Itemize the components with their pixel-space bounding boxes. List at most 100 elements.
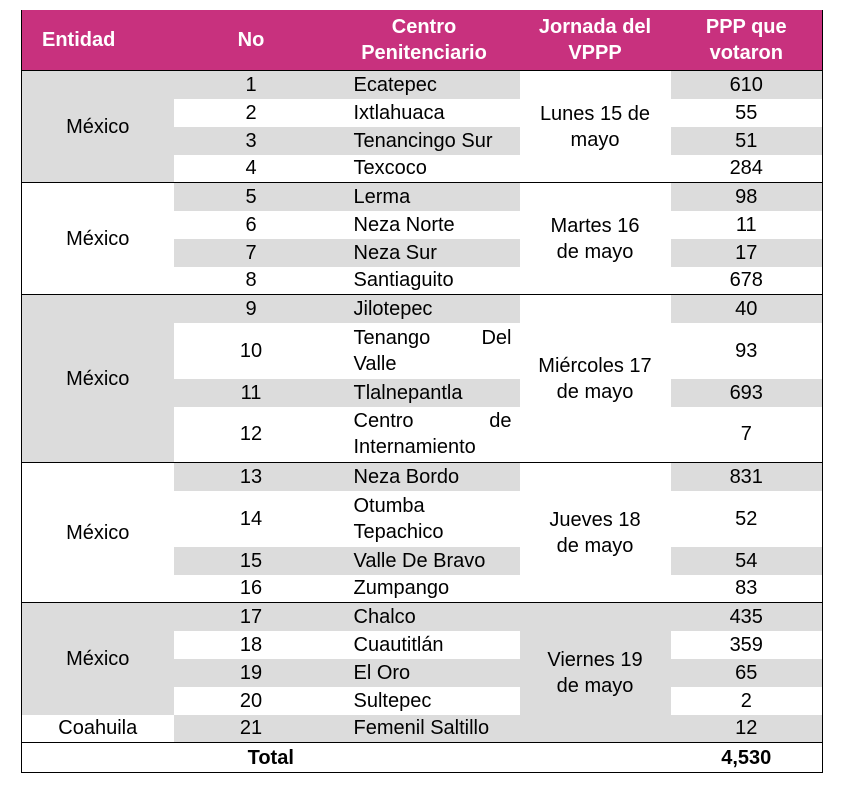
centro-cell: Ixtlahuaca [328, 98, 520, 127]
header-ppp: PPP que votaron [670, 10, 823, 71]
table-row: México 5 Lerma Martes 16 de mayo 98 [21, 182, 823, 295]
table-row: México 1 Ecatepec Lunes 15 de mayo 610 [21, 70, 823, 183]
header-row: Entidad No Centro Penitenciario Jornada d… [21, 10, 823, 71]
no-cell: 10 [173, 322, 329, 379]
no-cell: 1 [173, 70, 329, 99]
ppp-cell: 65 [670, 658, 823, 687]
table-row: 4 Texcoco 284 [22, 154, 823, 183]
no-cell: 6 [173, 210, 329, 239]
no-cell: 19 [173, 658, 329, 687]
ppp-cell: 52 [670, 490, 823, 547]
table-row: México 13 Neza Bordo Jueves 18 de mayo 83… [21, 462, 823, 603]
no-cell: 5 [173, 182, 329, 211]
no-cell: 12 [173, 406, 329, 463]
ppp-cell: 693 [670, 378, 823, 407]
header-no: No [173, 10, 329, 71]
table-row: México 9 Jilotepec Miércoles 17 de mayo 4… [21, 294, 823, 463]
jornada-cell: Martes 16 de mayo [519, 182, 671, 295]
total-spacer [519, 742, 671, 773]
table-row: 16 Zumpango 83 [22, 574, 823, 603]
total-value: 4,530 [670, 742, 823, 773]
entidad-cell: México [21, 462, 174, 603]
total-row: Total 4,530 [21, 742, 823, 773]
centro-cell: Neza Bordo [328, 462, 520, 491]
table-row: Coahuila 21 Femenil Saltillo 12 [21, 714, 823, 743]
ppp-cell: 2 [670, 686, 823, 715]
entidad-cell: México [21, 182, 174, 295]
table-row: 7 Neza Sur 17 [22, 238, 823, 267]
ppp-cell: 831 [670, 462, 823, 491]
ppp-cell: 17 [670, 238, 823, 267]
centro-cell: Neza Norte [328, 210, 520, 239]
ppp-cell: 55 [670, 98, 823, 127]
no-cell: 4 [173, 154, 329, 183]
centro-cell: Tenancingo Sur [328, 126, 520, 155]
table-row: 8 Santiaguito 678 [22, 266, 823, 295]
centro-cell: Tenango Del Valle [328, 322, 520, 379]
jornada-cell: Miércoles 17 de mayo [519, 294, 671, 463]
table-row: 6 Neza Norte 11 [22, 210, 823, 239]
no-cell: 20 [173, 686, 329, 715]
ppp-cell: 83 [670, 574, 823, 603]
table-row: 19 El Oro 65 [22, 658, 823, 687]
header-entidad: Entidad [21, 10, 174, 71]
total-label: Total [21, 742, 520, 773]
ppp-cell: 610 [670, 70, 823, 99]
ppp-cell: 98 [670, 182, 823, 211]
no-cell: 21 [173, 714, 329, 743]
no-cell: 17 [173, 602, 329, 631]
centro-cell: El Oro [328, 658, 520, 687]
table-row: 10 Tenango Del Valle 93 [22, 322, 823, 379]
centro-cell: Neza Sur [328, 238, 520, 267]
entidad-cell: México [21, 70, 174, 183]
centro-cell: Ecatepec [328, 70, 520, 99]
ppp-cell: 51 [670, 126, 823, 155]
no-cell: 13 [173, 462, 329, 491]
ppp-cell: 678 [670, 266, 823, 295]
centro-cell: Santiaguito [328, 266, 520, 295]
ppp-cell: 7 [670, 406, 823, 463]
no-cell: 3 [173, 126, 329, 155]
table-row: 12 Centro de Internamiento 7 [22, 406, 823, 463]
ppp-cell: 12 [670, 714, 823, 743]
ppp-cell: 359 [670, 630, 823, 659]
ppp-cell: 93 [670, 322, 823, 379]
table-row: 2 Ixtlahuaca 55 [22, 98, 823, 127]
table-row: 11 Tlalnepantla 693 [22, 378, 823, 407]
ppp-cell: 11 [670, 210, 823, 239]
jornada-cell: Viernes 19 de mayo [519, 602, 671, 743]
jornada-cell: Lunes 15 de mayo [519, 70, 671, 183]
centro-cell: Centro de Internamiento [328, 406, 520, 463]
table-row: 15 Valle De Bravo 54 [22, 546, 823, 575]
no-cell: 16 [173, 574, 329, 603]
no-cell: 15 [173, 546, 329, 575]
ppp-cell: 40 [670, 294, 823, 323]
table-row: 14 Otumba Tepachico 52 [22, 490, 823, 547]
centro-cell: Zumpango [328, 574, 520, 603]
entidad-cell: Coahuila [21, 714, 174, 743]
no-cell: 9 [173, 294, 329, 323]
entidad-cell: México [21, 602, 174, 715]
vppp-table-container: Entidad No Centro Penitenciario Jornada d… [21, 10, 823, 773]
centro-cell: Otumba Tepachico [328, 490, 520, 547]
centro-cell: Valle De Bravo [328, 546, 520, 575]
ppp-cell: 54 [670, 546, 823, 575]
centro-cell: Lerma [328, 182, 520, 211]
centro-cell: Sultepec [328, 686, 520, 715]
header-jornada: Jornada del VPPP [519, 10, 671, 71]
header-centro: Centro Penitenciario [328, 10, 520, 71]
centro-cell: Femenil Saltillo [328, 714, 520, 743]
no-cell: 18 [173, 630, 329, 659]
no-cell: 8 [173, 266, 329, 295]
table-row: México 17 Chalco Viernes 19 de mayo 435 [21, 602, 823, 743]
no-cell: 11 [173, 378, 329, 407]
table-row: 18 Cuautitlán 359 [22, 630, 823, 659]
ppp-cell: 284 [670, 154, 823, 183]
jornada-cell: Jueves 18 de mayo [519, 462, 671, 603]
centro-cell: Cuautitlán [328, 630, 520, 659]
no-cell: 7 [173, 238, 329, 267]
no-cell: 2 [173, 98, 329, 127]
entidad-cell: México [21, 294, 174, 463]
vppp-results-table: Entidad No Centro Penitenciario Jornada d… [21, 10, 823, 773]
centro-cell: Jilotepec [328, 294, 520, 323]
